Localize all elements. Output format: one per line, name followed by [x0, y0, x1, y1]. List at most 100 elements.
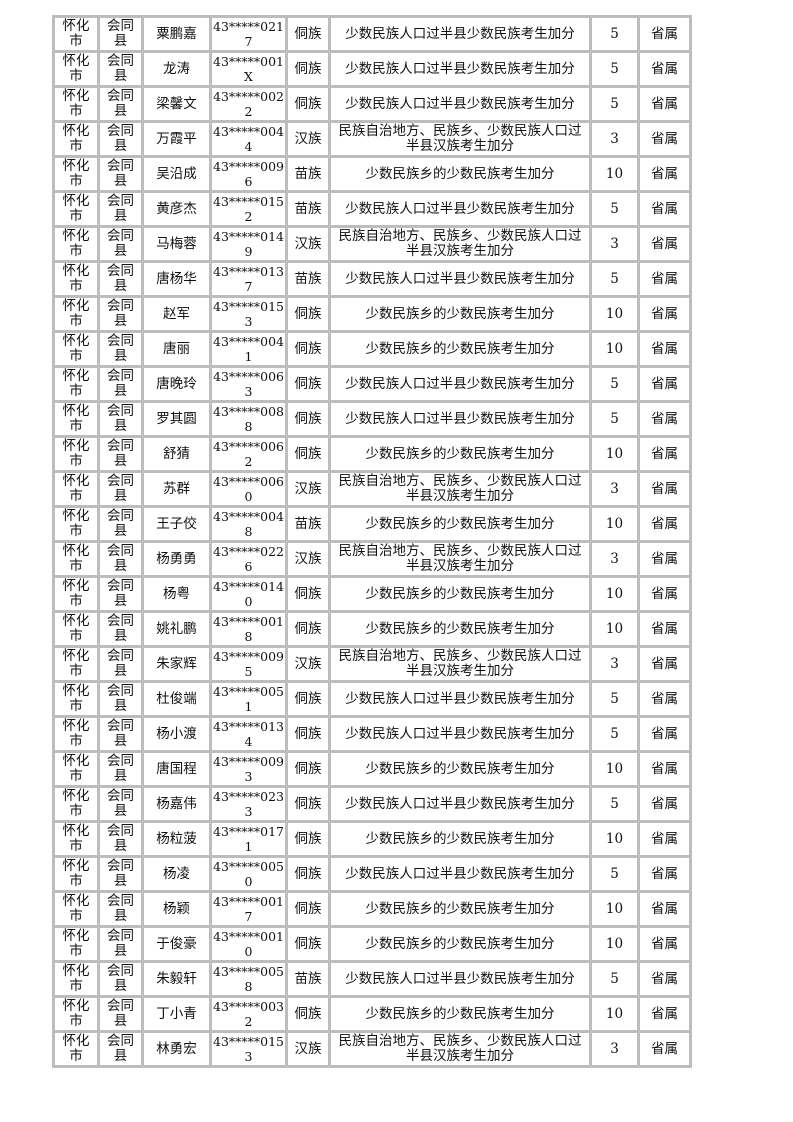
id-cell: 43*****0018: [212, 613, 285, 645]
reason-cell: 少数民族人口过半县少数民族考生加分: [331, 788, 589, 820]
id-cell: 43*****0134: [212, 718, 285, 750]
name-cell: 杨嘉伟: [144, 788, 209, 820]
points-cell: 5: [592, 193, 637, 225]
id-cell: 43*****0171: [212, 823, 285, 855]
ethnicity-cell: 汉族: [288, 473, 328, 505]
reason-cell: 民族自治地方、民族乡、少数民族人口过半县汉族考生加分: [331, 473, 589, 505]
table-row: 怀化市 会同县 杨粤 43*****0140 侗族 少数民族乡的少数民族考生加分 10 省属: [55, 578, 689, 610]
city-cell: 怀化市: [55, 438, 97, 470]
name-cell: 粟鹏嘉: [144, 18, 209, 50]
points-cell: 3: [592, 543, 637, 575]
city-cell: 怀化市: [55, 508, 97, 540]
city-cell: 怀化市: [55, 753, 97, 785]
city-cell: 怀化市: [55, 368, 97, 400]
city-cell: 怀化市: [55, 893, 97, 925]
name-cell: 唐晚玲: [144, 368, 209, 400]
level-cell: 省属: [640, 648, 689, 680]
ethnicity-cell: 侗族: [288, 928, 328, 960]
reason-cell: 少数民族人口过半县少数民族考生加分: [331, 18, 589, 50]
reason-cell: 少数民族乡的少数民族考生加分: [331, 578, 589, 610]
name-cell: 林勇宏: [144, 1033, 209, 1065]
id-cell: 43*****0058: [212, 963, 285, 995]
county-cell: 会同县: [100, 578, 141, 610]
name-cell: 丁小青: [144, 998, 209, 1030]
level-cell: 省属: [640, 998, 689, 1030]
id-cell: 43*****0217: [212, 18, 285, 50]
points-cell: 10: [592, 753, 637, 785]
city-cell: 怀化市: [55, 718, 97, 750]
level-cell: 省属: [640, 718, 689, 750]
id-cell: 43*****0149: [212, 228, 285, 260]
id-cell: 43*****0153: [212, 298, 285, 330]
county-cell: 会同县: [100, 123, 141, 155]
table-row: 怀化市 会同县 杨小渡 43*****0134 侗族 少数民族人口过半县少数民族考生加分 5…: [55, 718, 689, 750]
id-cell: 43*****0017: [212, 893, 285, 925]
ethnicity-cell: 侗族: [288, 823, 328, 855]
id-cell: 43*****0226: [212, 543, 285, 575]
table-row: 怀化市 会同县 杨粒菠 43*****0171 侗族 少数民族乡的少数民族考生加分 10 省属: [55, 823, 689, 855]
name-cell: 龙涛: [144, 53, 209, 85]
city-cell: 怀化市: [55, 88, 97, 120]
id-cell: 43*****0233: [212, 788, 285, 820]
points-cell: 10: [592, 928, 637, 960]
city-cell: 怀化市: [55, 788, 97, 820]
reason-cell: 少数民族乡的少数民族考生加分: [331, 613, 589, 645]
name-cell: 吴沿成: [144, 158, 209, 190]
county-cell: 会同县: [100, 438, 141, 470]
county-cell: 会同县: [100, 543, 141, 575]
ethnicity-cell: 汉族: [288, 1033, 328, 1065]
id-cell: 43*****0044: [212, 123, 285, 155]
table-row: 怀化市 会同县 林勇宏 43*****0153 汉族 民族自治地方、民族乡、少数民族人口过…: [55, 1033, 689, 1065]
table-row: 怀化市 会同县 万霞平 43*****0044 汉族 民族自治地方、民族乡、少数民族人口过…: [55, 123, 689, 155]
reason-cell: 民族自治地方、民族乡、少数民族人口过半县汉族考生加分: [331, 543, 589, 575]
city-cell: 怀化市: [55, 193, 97, 225]
id-cell: 43*****0022: [212, 88, 285, 120]
city-cell: 怀化市: [55, 473, 97, 505]
table-row: 怀化市 会同县 龙涛 43*****001X 侗族 少数民族人口过半县少数民族考生加分 5 省…: [55, 53, 689, 85]
id-cell: 43*****0032: [212, 998, 285, 1030]
level-cell: 省属: [640, 473, 689, 505]
name-cell: 万霞平: [144, 123, 209, 155]
table-row: 怀化市 会同县 吴沿成 43*****0096 苗族 少数民族乡的少数民族考生加分 10 省属: [55, 158, 689, 190]
ethnicity-cell: 侗族: [288, 88, 328, 120]
ethnicity-cell: 侗族: [288, 788, 328, 820]
level-cell: 省属: [640, 368, 689, 400]
table-row: 怀化市 会同县 赵军 43*****0153 侗族 少数民族乡的少数民族考生加分 10 省属: [55, 298, 689, 330]
ethnicity-cell: 汉族: [288, 123, 328, 155]
level-cell: 省属: [640, 613, 689, 645]
ethnicity-cell: 侗族: [288, 403, 328, 435]
name-cell: 舒猜: [144, 438, 209, 470]
ethnicity-cell: 汉族: [288, 648, 328, 680]
reason-cell: 少数民族人口过半县少数民族考生加分: [331, 263, 589, 295]
reason-cell: 少数民族乡的少数民族考生加分: [331, 298, 589, 330]
table-row: 怀化市 会同县 罗其圆 43*****0088 侗族 少数民族人口过半县少数民族考生加分 5…: [55, 403, 689, 435]
county-cell: 会同县: [100, 158, 141, 190]
reason-cell: 少数民族乡的少数民族考生加分: [331, 508, 589, 540]
points-cell: 5: [592, 683, 637, 715]
name-cell: 姚礼鹏: [144, 613, 209, 645]
reason-cell: 少数民族乡的少数民族考生加分: [331, 893, 589, 925]
id-cell: 43*****0140: [212, 578, 285, 610]
ethnicity-cell: 侗族: [288, 368, 328, 400]
name-cell: 朱毅轩: [144, 963, 209, 995]
table-row: 怀化市 会同县 姚礼鹏 43*****0018 侗族 少数民族乡的少数民族考生加分 10 省属: [55, 613, 689, 645]
name-cell: 杜俊端: [144, 683, 209, 715]
name-cell: 杨凌: [144, 858, 209, 890]
name-cell: 杨小渡: [144, 718, 209, 750]
id-cell: 43*****0137: [212, 263, 285, 295]
reason-cell: 少数民族乡的少数民族考生加分: [331, 333, 589, 365]
name-cell: 马梅蓉: [144, 228, 209, 260]
reason-cell: 少数民族人口过半县少数民族考生加分: [331, 858, 589, 890]
reason-cell: 少数民族乡的少数民族考生加分: [331, 158, 589, 190]
county-cell: 会同县: [100, 403, 141, 435]
table-row: 怀化市 会同县 朱毅轩 43*****0058 苗族 少数民族人口过半县少数民族考生加分 5…: [55, 963, 689, 995]
county-cell: 会同县: [100, 928, 141, 960]
county-cell: 会同县: [100, 823, 141, 855]
name-cell: 杨颖: [144, 893, 209, 925]
level-cell: 省属: [640, 858, 689, 890]
county-cell: 会同县: [100, 53, 141, 85]
name-cell: 唐国程: [144, 753, 209, 785]
level-cell: 省属: [640, 788, 689, 820]
table-row: 怀化市 会同县 王子佼 43*****0048 苗族 少数民族乡的少数民族考生加分 10 省属: [55, 508, 689, 540]
points-cell: 5: [592, 368, 637, 400]
